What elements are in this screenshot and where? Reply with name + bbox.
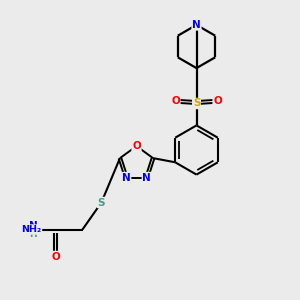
Text: N: N [142,172,151,183]
Text: O: O [171,96,180,106]
Text: O: O [213,96,222,106]
Text: O: O [132,141,141,151]
Text: N: N [122,172,130,183]
Text: N: N [28,221,38,231]
Text: S: S [98,197,105,208]
Text: NH₂: NH₂ [21,225,42,234]
Text: N: N [192,20,201,30]
Text: H: H [29,230,37,239]
Text: S: S [193,98,200,109]
Text: O: O [51,251,60,262]
